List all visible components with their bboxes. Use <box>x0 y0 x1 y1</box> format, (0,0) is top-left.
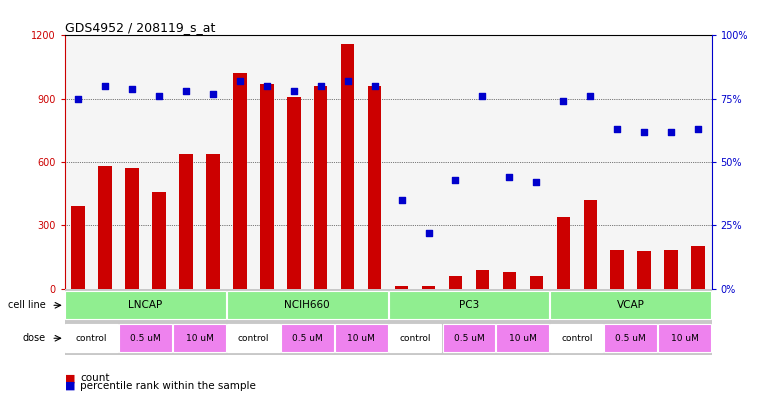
Text: NCIH660: NCIH660 <box>285 300 330 310</box>
Bar <box>389 324 441 352</box>
Text: 0.5 uM: 0.5 uM <box>454 334 484 343</box>
Bar <box>691 246 705 289</box>
Bar <box>610 250 624 289</box>
Point <box>234 78 246 84</box>
Point <box>396 197 408 203</box>
Text: 10 uM: 10 uM <box>670 334 699 343</box>
Bar <box>664 250 678 289</box>
Text: ■: ■ <box>65 381 75 391</box>
Text: 0.5 uM: 0.5 uM <box>292 334 323 343</box>
Bar <box>449 276 462 289</box>
Bar <box>476 270 489 289</box>
Point <box>665 129 677 135</box>
Bar <box>604 324 657 352</box>
Bar <box>658 324 711 352</box>
Text: GDS4952 / 208119_s_at: GDS4952 / 208119_s_at <box>65 21 215 34</box>
Point <box>638 129 650 135</box>
Text: cell line: cell line <box>8 300 46 310</box>
Point <box>557 98 569 105</box>
Bar <box>638 251 651 289</box>
Point <box>180 88 192 94</box>
Bar <box>180 154 193 289</box>
Point <box>422 230 435 236</box>
Text: VCAP: VCAP <box>616 300 645 310</box>
Text: 10 uM: 10 uM <box>186 334 213 343</box>
Bar <box>395 286 409 289</box>
Bar <box>233 73 247 289</box>
Bar <box>341 44 355 289</box>
Bar <box>152 192 166 289</box>
Bar <box>556 217 570 289</box>
Text: percentile rank within the sample: percentile rank within the sample <box>80 381 256 391</box>
Bar <box>530 276 543 289</box>
Text: PC3: PC3 <box>459 300 479 310</box>
Text: ■: ■ <box>65 373 75 383</box>
Bar <box>173 324 226 352</box>
Bar <box>72 206 85 289</box>
Bar <box>260 84 273 289</box>
Bar <box>314 86 327 289</box>
Bar <box>422 286 435 289</box>
Point <box>288 88 300 94</box>
Point <box>261 83 273 89</box>
Bar <box>368 86 381 289</box>
Text: LNCAP: LNCAP <box>129 300 163 310</box>
Bar <box>119 324 172 352</box>
Bar <box>65 324 118 352</box>
Point <box>450 177 462 183</box>
Point <box>368 83 380 89</box>
Point <box>503 174 515 180</box>
Point <box>207 90 219 97</box>
Bar <box>98 166 112 289</box>
Bar <box>550 324 603 352</box>
Text: control: control <box>561 334 593 343</box>
Text: dose: dose <box>23 333 46 343</box>
Bar <box>503 272 516 289</box>
Text: control: control <box>400 334 431 343</box>
Bar <box>281 324 333 352</box>
Point <box>692 126 704 132</box>
Point <box>584 93 597 99</box>
Text: 10 uM: 10 uM <box>509 334 537 343</box>
Bar <box>206 154 220 289</box>
Bar <box>584 200 597 289</box>
Bar <box>496 324 549 352</box>
Text: 10 uM: 10 uM <box>347 334 375 343</box>
Text: 0.5 uM: 0.5 uM <box>616 334 646 343</box>
Bar <box>126 169 139 289</box>
Point <box>153 93 165 99</box>
Text: control: control <box>76 334 107 343</box>
Bar <box>443 324 495 352</box>
Point <box>126 85 139 92</box>
Point <box>342 78 354 84</box>
Point <box>72 95 84 102</box>
Text: control: control <box>237 334 269 343</box>
Point <box>476 93 489 99</box>
Bar <box>287 97 301 289</box>
Point <box>530 179 543 185</box>
Point <box>314 83 326 89</box>
Bar <box>389 292 549 319</box>
Bar <box>227 324 280 352</box>
Text: 0.5 uM: 0.5 uM <box>130 334 161 343</box>
Bar <box>550 292 711 319</box>
Point <box>611 126 623 132</box>
Bar <box>227 292 387 319</box>
Bar <box>335 324 387 352</box>
Point <box>99 83 111 89</box>
Text: count: count <box>80 373 110 383</box>
Bar <box>65 292 226 319</box>
